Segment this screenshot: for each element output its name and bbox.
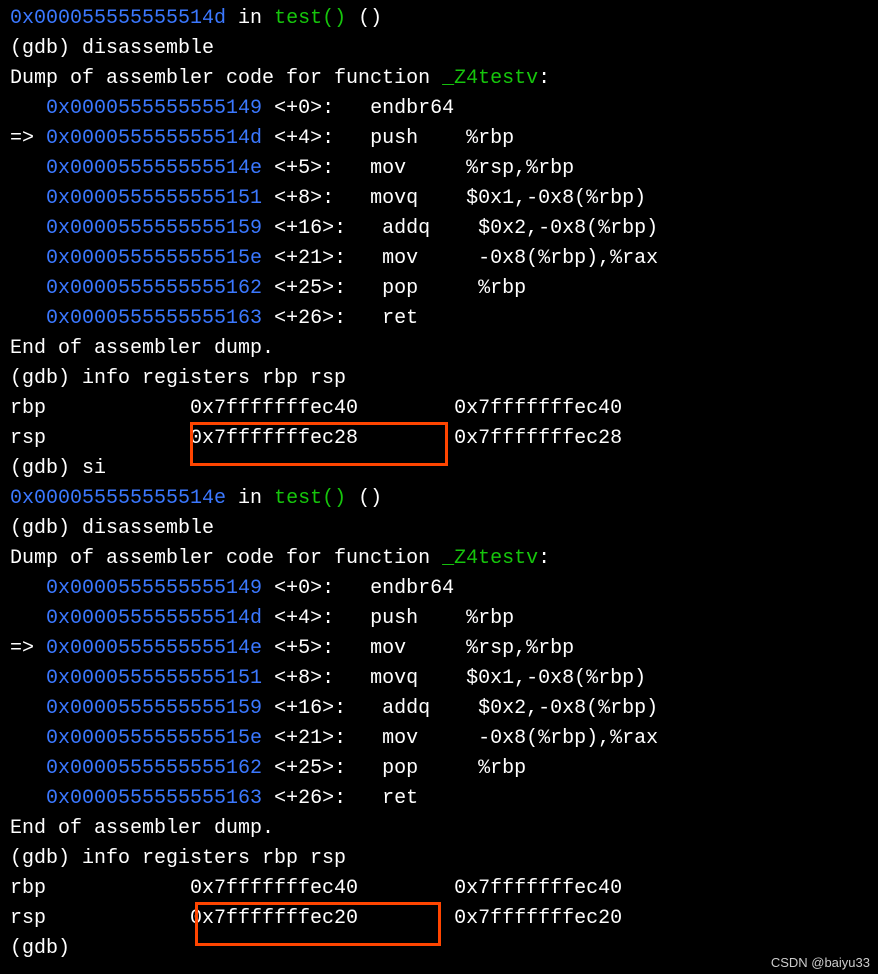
instruction-address: 0x0000555555555162 xyxy=(46,277,262,300)
instruction-address: 0x000055555555514d xyxy=(46,607,262,630)
instruction-address: 0x0000555555555163 xyxy=(46,787,262,810)
instruction-address: 0x000055555555515e xyxy=(46,727,262,750)
disasm-line: 0x0000555555555151 <+8>: movq $0x1,-0x8(… xyxy=(10,184,868,214)
current-location: 0x000055555555514e in test() () xyxy=(10,484,868,514)
gdb-command: (gdb) info registers rbp rsp xyxy=(10,844,868,874)
disasm-line: 0x0000555555555159 <+16>: addq $0x2,-0x8… xyxy=(10,214,868,244)
disasm-line: 0x000055555555515e <+21>: mov -0x8(%rbp)… xyxy=(10,724,868,754)
gdb-command: (gdb) disassemble xyxy=(10,514,868,544)
disasm-line: 0x000055555555514d <+4>: push %rbp xyxy=(10,604,868,634)
register-line: rsp 0x7fffffffec20 0x7fffffffec20 xyxy=(10,904,868,934)
instruction-address: 0x0000555555555159 xyxy=(46,697,262,720)
dump-header: Dump of assembler code for function _Z4t… xyxy=(10,544,868,574)
dump-end: End of assembler dump. xyxy=(10,814,868,844)
dump-end: End of assembler dump. xyxy=(10,334,868,364)
instruction-address: 0x000055555555514e xyxy=(46,637,262,660)
current-location: 0x000055555555514d in test() () xyxy=(10,4,868,34)
instruction-address: 0x000055555555515e xyxy=(46,247,262,270)
disasm-line: => 0x000055555555514d <+4>: push %rbp xyxy=(10,124,868,154)
dump-header: Dump of assembler code for function _Z4t… xyxy=(10,64,868,94)
register-line: rbp 0x7fffffffec40 0x7fffffffec40 xyxy=(10,874,868,904)
register-line: rbp 0x7fffffffec40 0x7fffffffec40 xyxy=(10,394,868,424)
disasm-line: 0x0000555555555163 <+26>: ret xyxy=(10,304,868,334)
instruction-address: 0x0000555555555151 xyxy=(46,187,262,210)
disasm-line: 0x0000555555555149 <+0>: endbr64 xyxy=(10,574,868,604)
gdb-command: (gdb) si xyxy=(10,454,868,484)
watermark: CSDN @baiyu33 xyxy=(771,953,870,973)
instruction-address: 0x0000555555555151 xyxy=(46,667,262,690)
instruction-address: 0x0000555555555162 xyxy=(46,757,262,780)
disasm-line: 0x000055555555515e <+21>: mov -0x8(%rbp)… xyxy=(10,244,868,274)
instruction-address: 0x0000555555555159 xyxy=(46,217,262,240)
disasm-line: 0x0000555555555163 <+26>: ret xyxy=(10,784,868,814)
disasm-line: 0x0000555555555151 <+8>: movq $0x1,-0x8(… xyxy=(10,664,868,694)
gdb-prompt[interactable]: (gdb) xyxy=(10,934,868,964)
gdb-command: (gdb) disassemble xyxy=(10,34,868,64)
disasm-line: 0x0000555555555149 <+0>: endbr64 xyxy=(10,94,868,124)
instruction-address: 0x000055555555514d xyxy=(46,127,262,150)
gdb-terminal[interactable]: 0x000055555555514d in test() ()(gdb) dis… xyxy=(0,0,878,968)
disasm-line: 0x0000555555555162 <+25>: pop %rbp xyxy=(10,274,868,304)
instruction-address: 0x0000555555555149 xyxy=(46,97,262,120)
disasm-line: 0x0000555555555162 <+25>: pop %rbp xyxy=(10,754,868,784)
disasm-line: => 0x000055555555514e <+5>: mov %rsp,%rb… xyxy=(10,634,868,664)
gdb-command: (gdb) info registers rbp rsp xyxy=(10,364,868,394)
instruction-address: 0x0000555555555163 xyxy=(46,307,262,330)
disasm-line: 0x0000555555555159 <+16>: addq $0x2,-0x8… xyxy=(10,694,868,724)
disasm-line: 0x000055555555514e <+5>: mov %rsp,%rbp xyxy=(10,154,868,184)
instruction-address: 0x0000555555555149 xyxy=(46,577,262,600)
register-line: rsp 0x7fffffffec28 0x7fffffffec28 xyxy=(10,424,868,454)
instruction-address: 0x000055555555514e xyxy=(46,157,262,180)
